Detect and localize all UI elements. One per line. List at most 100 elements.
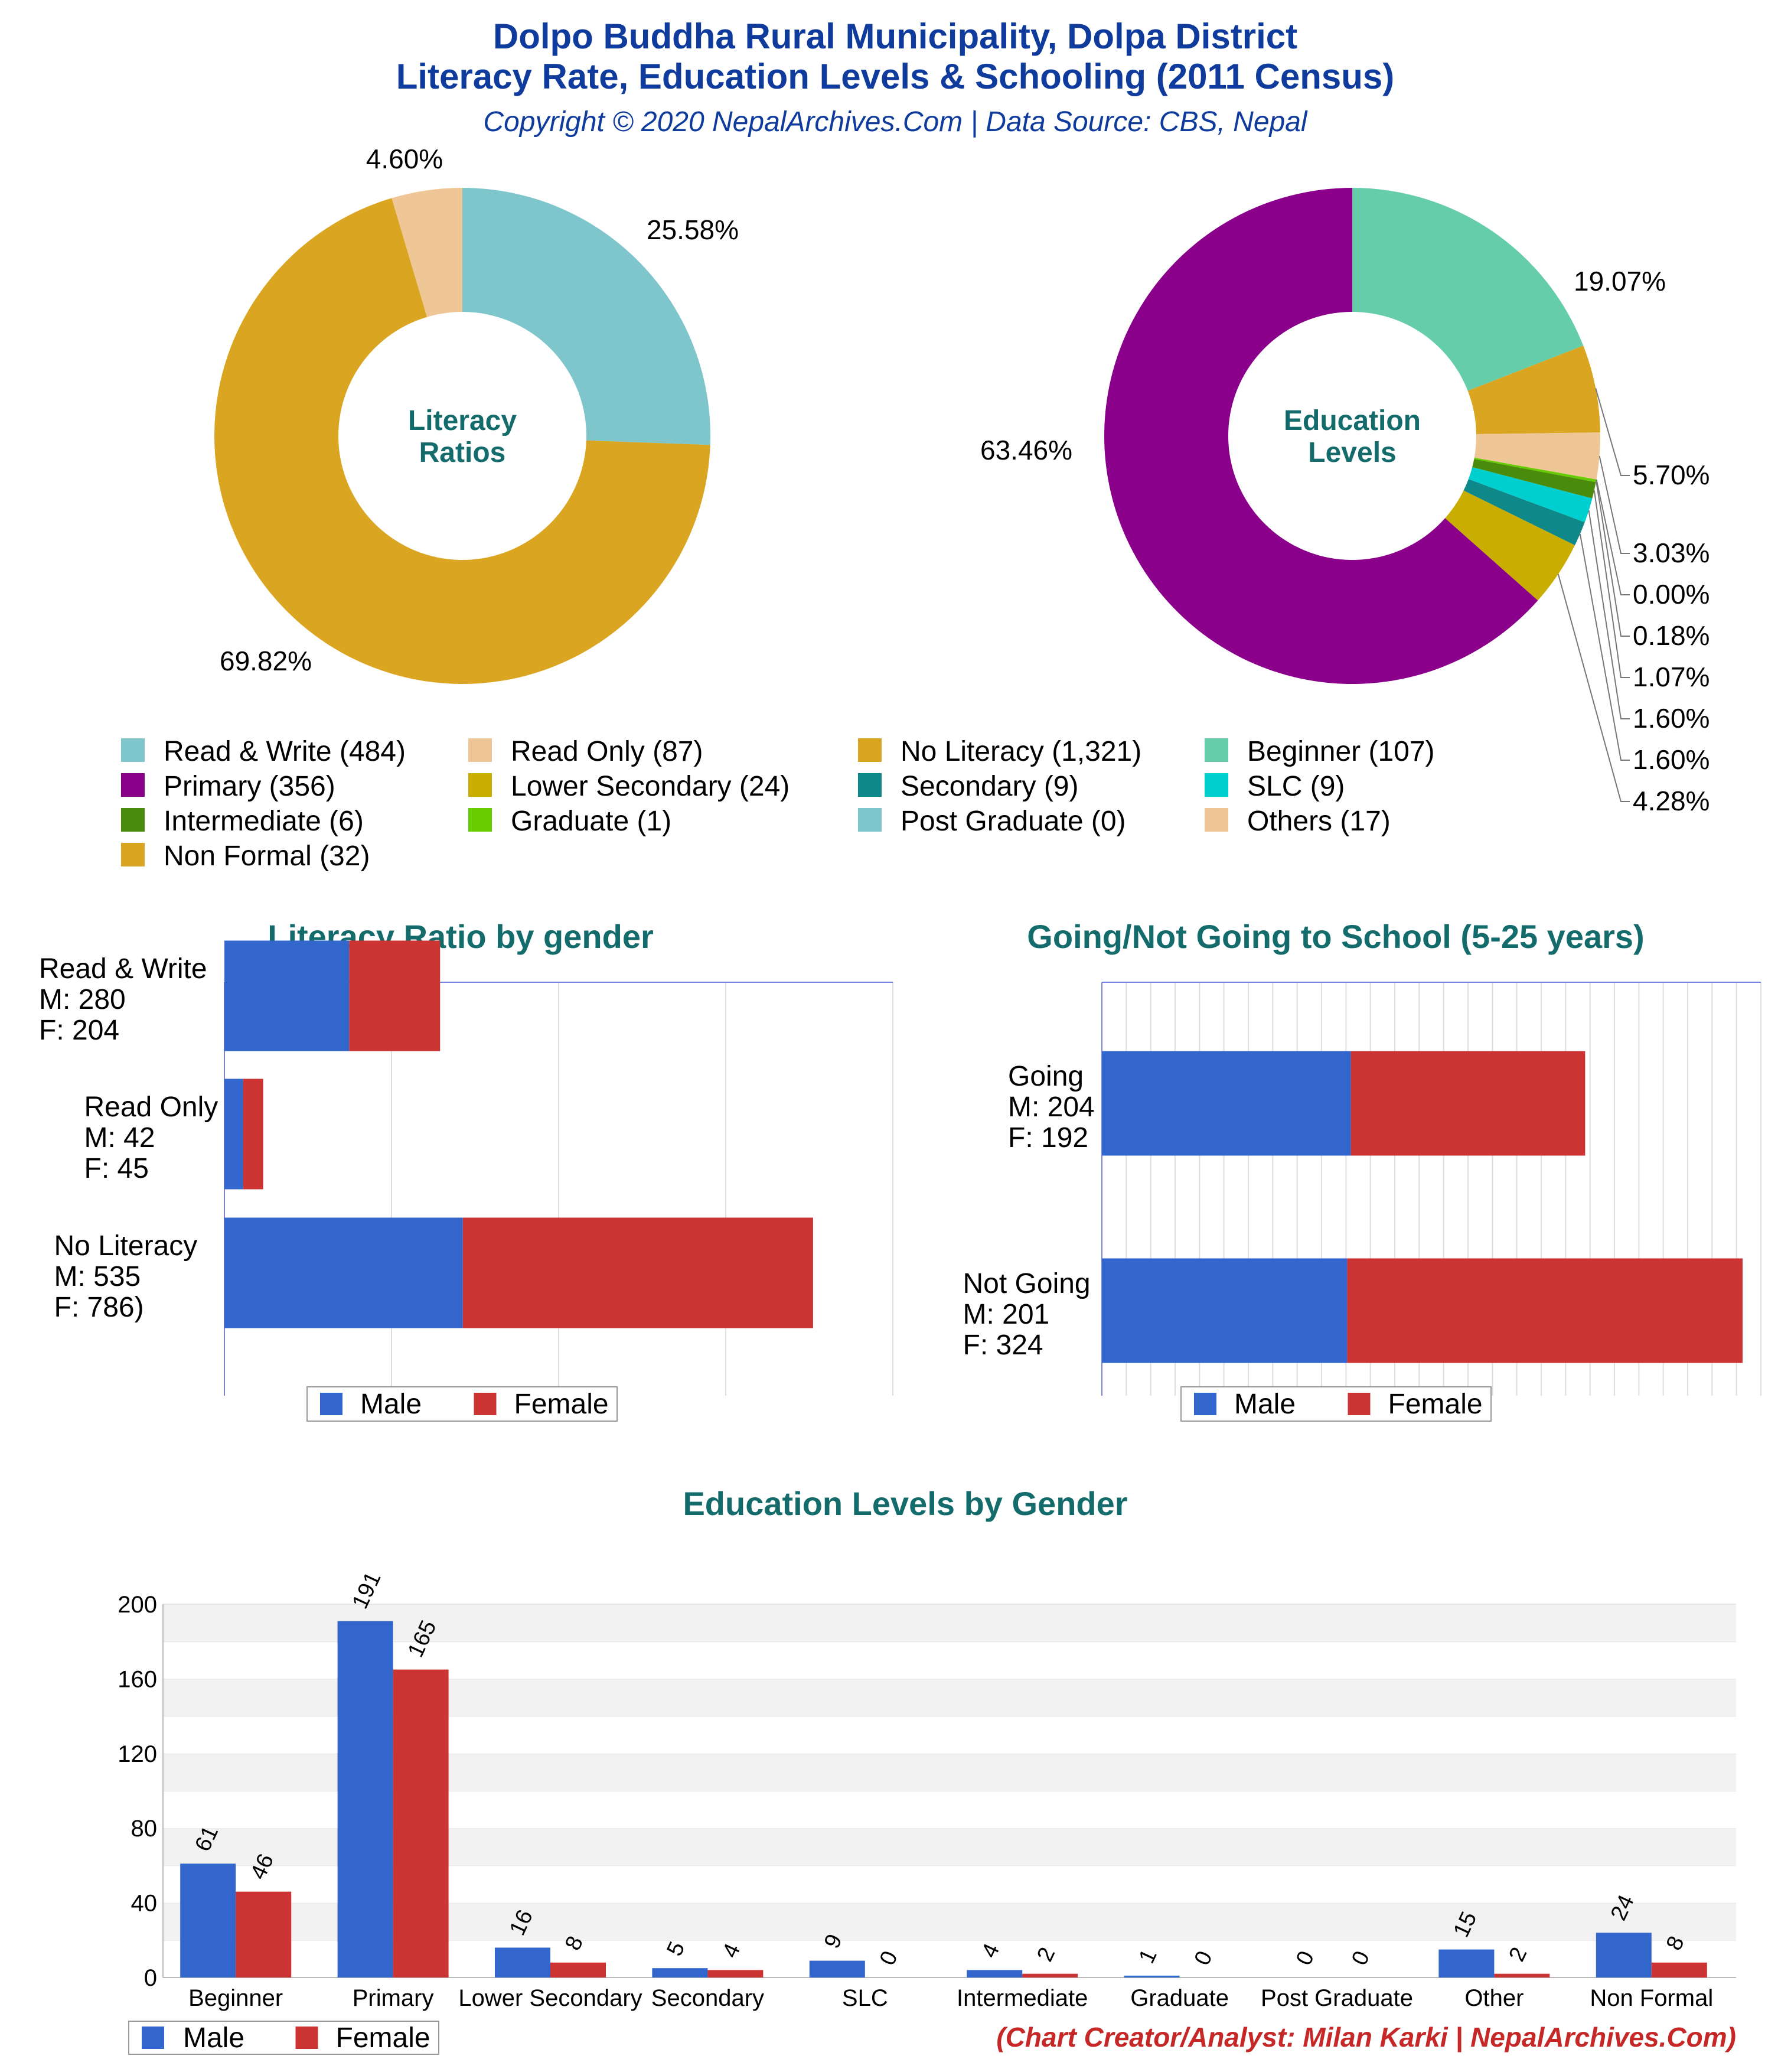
gender-legend-box xyxy=(306,1386,618,1422)
education-by-gender-title: Education Levels by Gender xyxy=(683,1485,1127,1522)
y-tick-label: 40 xyxy=(131,1891,158,1917)
pie-slice-slc xyxy=(1468,467,1593,523)
legend-swatch-female xyxy=(1348,1393,1371,1415)
main-title-line2: Literacy Rate, Education Levels & School… xyxy=(396,57,1395,96)
category-label-line: Going xyxy=(1008,1061,1084,1092)
bar-female-non-formal xyxy=(1651,1962,1707,1977)
pie-pct-label: 4.60% xyxy=(366,144,443,174)
bar-female-beginner xyxy=(236,1891,292,1977)
legend-label-female: Female xyxy=(336,2022,430,2054)
legend-label-non-formal-32: Non Formal (32) xyxy=(164,840,370,872)
bar-female-lower-secondary xyxy=(550,1962,606,1977)
legend-swatch-read-only-87 xyxy=(468,738,492,762)
bar-female-read-write xyxy=(349,940,441,1051)
category-label-line: F: 192 xyxy=(1008,1122,1088,1154)
bar-male-slc xyxy=(809,1960,865,1977)
bar-female-read-only xyxy=(243,1079,263,1190)
legend-swatch-beginner-107 xyxy=(1205,738,1228,762)
legend-swatch-slc-9 xyxy=(1205,773,1228,797)
x-tick-label-lower-secondary: Lower Secondary xyxy=(458,1985,642,2011)
legend-label-beginner-107: Beginner (107) xyxy=(1247,736,1435,767)
donut-center-title: Education Levels xyxy=(1284,405,1421,468)
pie-slice-read-write xyxy=(462,188,710,445)
y-tick-label: 120 xyxy=(118,1741,157,1767)
legend-swatch-male xyxy=(1194,1393,1216,1415)
pie-slice-primary xyxy=(1104,188,1538,684)
category-label-line: M: 204 xyxy=(1008,1092,1095,1123)
y-tick-label: 80 xyxy=(131,1816,158,1842)
legend-label-slc-9: SLC (9) xyxy=(1247,771,1345,802)
bar-male-non-formal xyxy=(1596,1933,1652,1977)
x-tick-label-graduate: Graduate xyxy=(1130,1985,1229,2011)
y-tick-label: 200 xyxy=(118,1592,157,1618)
legend-label-graduate-1: Graduate (1) xyxy=(511,806,671,837)
legend-label-read-only-87: Read Only (87) xyxy=(511,736,703,767)
pie-pct-label: 1.60% xyxy=(1633,703,1710,734)
legend-swatch-male xyxy=(142,2027,164,2049)
category-label: Not Going M: 201 F: 324 xyxy=(963,1268,1091,1361)
pie-leader-line xyxy=(1593,490,1630,678)
legend-swatch-no-literacy-1-321 xyxy=(858,738,882,762)
pie-slice-graduate xyxy=(1474,457,1597,483)
legend-label-secondary-9: Secondary (9) xyxy=(901,771,1078,802)
gender-legend-box xyxy=(1180,1386,1492,1422)
pie-leader-line xyxy=(1557,574,1630,802)
bar-male-intermediate xyxy=(967,1970,1023,1977)
pie-pct-label: 0.00% xyxy=(1633,579,1710,610)
category-label: Going M: 204 F: 192 xyxy=(1008,1061,1095,1154)
subtitle: Copyright © 2020 NepalArchives.Com | Dat… xyxy=(483,106,1307,138)
pie-leader-line xyxy=(1596,479,1630,595)
pie-pct-label: 69.82% xyxy=(220,646,312,676)
category-label-line: M: 280 xyxy=(39,984,126,1015)
pie-pct-label: 1.60% xyxy=(1633,744,1710,775)
legend-swatch-others-17 xyxy=(1205,808,1228,832)
credit-text: (Chart Creator/Analyst: Milan Karki | Ne… xyxy=(996,2022,1736,2053)
bar-male-primary xyxy=(337,1621,393,1977)
pie-pct-label: 19.07% xyxy=(1574,266,1666,297)
x-tick-label-post-graduate: Post Graduate xyxy=(1261,1985,1413,2011)
pie-pct-label: 0.18% xyxy=(1633,620,1710,651)
donut-center-word: Ratios xyxy=(419,437,506,468)
x-tick-label-slc: SLC xyxy=(842,1985,888,2011)
category-label: Read Only M: 42 F: 45 xyxy=(84,1092,218,1184)
legend-label-others-17: Others (17) xyxy=(1247,806,1391,837)
legend-swatch-male xyxy=(320,1393,342,1415)
pie-pct-label: 4.28% xyxy=(1633,786,1710,816)
bar-male-graduate xyxy=(1124,1975,1180,1977)
x-tick-label-primary: Primary xyxy=(353,1985,434,2011)
legend-swatch-read-write-484 xyxy=(121,738,145,762)
x-tick-label-beginner: Beginner xyxy=(188,1985,283,2011)
pie-slice-others xyxy=(1474,432,1600,480)
pie-leader-line xyxy=(1579,533,1630,761)
legend-label-no-literacy-1-321: No Literacy (1,321) xyxy=(901,736,1141,767)
grid-band xyxy=(163,1604,1736,1642)
x-tick-label-non-formal: Non Formal xyxy=(1590,1985,1713,2011)
pie-pct-label: 1.07% xyxy=(1633,662,1710,692)
category-label: No Literacy M: 535 F: 786) xyxy=(54,1230,198,1323)
y-tick-label: 160 xyxy=(118,1666,157,1692)
legend-label-lower-secondary-24: Lower Secondary (24) xyxy=(511,771,790,802)
legend-swatch-female xyxy=(295,2027,318,2049)
main-legend: Read & Write (484) Read Only (87) No Liter… xyxy=(121,736,1435,872)
legend-label-read-write-484: Read & Write (484) xyxy=(164,736,406,767)
category-label-line: F: 45 xyxy=(84,1153,149,1184)
pie-leader-line xyxy=(1595,388,1630,476)
legend-swatch-graduate-1 xyxy=(468,808,492,832)
x-tick-label-secondary: Secondary xyxy=(651,1985,764,2011)
bar-male-no-literacy xyxy=(224,1217,463,1328)
category-label-line: F: 786) xyxy=(54,1292,144,1323)
school-going-title: Going/Not Going to School (5-25 years) xyxy=(1027,918,1644,955)
school-going-chart: Going M: 204 F: 192 Not Going M: 201 F: 324 Ma… xyxy=(963,982,1761,1422)
legend-swatch-secondary-9 xyxy=(858,773,882,797)
bar-female-going xyxy=(1350,1051,1586,1156)
pie-pct-label: 63.46% xyxy=(980,435,1072,465)
bar-male-read-only xyxy=(224,1079,243,1190)
bar-female-primary xyxy=(393,1669,449,1977)
donut-center-word: Education xyxy=(1284,405,1421,436)
legend-label-male: Male xyxy=(183,2022,244,2054)
category-label-line: F: 204 xyxy=(39,1015,119,1046)
bar-male-other xyxy=(1438,1949,1495,1977)
y-tick-label: 0 xyxy=(144,1965,157,1991)
main-title-line1: Dolpo Buddha Rural Municipality, Dolpa D… xyxy=(493,17,1297,56)
